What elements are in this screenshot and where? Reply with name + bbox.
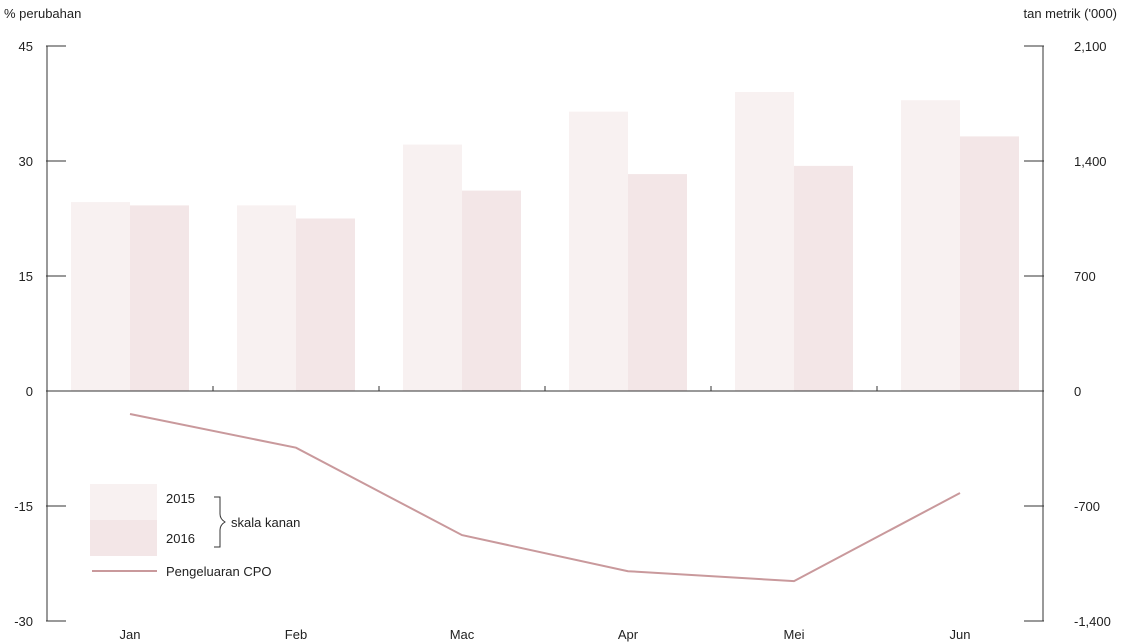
right-tick-label: 2,100 [1074, 39, 1107, 54]
bar-2015-feb [237, 205, 296, 391]
bar-2016-jan [130, 205, 189, 391]
left-tick-label: -30 [14, 614, 33, 629]
legend-line-label: Pengeluaran CPO [166, 564, 272, 579]
legend-bracket-label: skala kanan [231, 515, 300, 530]
legend-2016-swatch [90, 520, 157, 556]
category-label-mac: Mac [450, 627, 475, 642]
line-layer [129, 413, 961, 583]
left-tick-label: 0 [26, 384, 33, 399]
right-tick-label: 700 [1074, 269, 1096, 284]
bar-2015-jan [71, 202, 130, 391]
bar-2015-mac [403, 144, 462, 391]
bar-2016-feb [296, 218, 355, 391]
bar-2015-jun [901, 100, 960, 391]
bar-2016-jun [960, 136, 1019, 391]
left-axis-title: % perubahan [4, 6, 81, 21]
legend: 2015 2016 skala kanan Pengeluaran CPO [90, 484, 300, 579]
right-tick-label: 1,400 [1074, 154, 1107, 169]
left-tick-label: -15 [14, 499, 33, 514]
legend-2015-label: 2015 [166, 491, 195, 506]
bar-2016-apr [628, 174, 687, 391]
bars-layer [71, 92, 1019, 391]
right-tick-label: -700 [1074, 499, 1100, 514]
legend-2015-swatch [90, 484, 157, 520]
right-axis-title: tan metrik ('000) [1023, 6, 1117, 21]
bar-2015-mei [735, 92, 794, 391]
left-tick-label: 15 [19, 269, 33, 284]
bar-2016-mei [794, 165, 853, 391]
right-tick-label: 0 [1074, 384, 1081, 399]
right-tick-label: -1,400 [1074, 614, 1111, 629]
category-label-jan: Jan [120, 627, 141, 642]
category-label-feb: Feb [285, 627, 307, 642]
bar-2015-apr [569, 111, 628, 391]
category-label-jun: Jun [950, 627, 971, 642]
left-tick-label: 45 [19, 39, 33, 54]
bar-2016-mac [462, 190, 521, 391]
line-pengeluaran-cpo [129, 413, 961, 583]
category-label-mei: Mei [784, 627, 805, 642]
left-tick-label: 30 [19, 154, 33, 169]
axes-layer: 45 30 15 0 -15 -30 2,100 1,400 700 0 -700 -1,400 Jan… [14, 39, 1111, 642]
category-label-apr: Apr [618, 627, 639, 642]
legend-2016-label: 2016 [166, 531, 195, 546]
legend-bracket [214, 496, 226, 548]
